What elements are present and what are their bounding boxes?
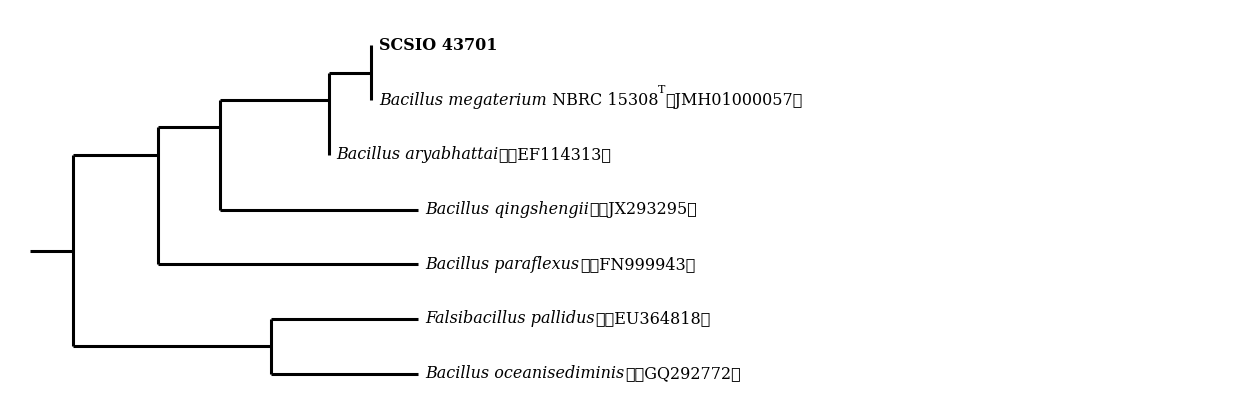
Text: Bacillus qingshengii: Bacillus qingshengii [426,201,590,218]
Text: （JMH01000057）: （JMH01000057） [665,91,803,109]
Text: Bacillus paraflexus: Bacillus paraflexus [426,256,580,273]
Text: （EF114313）: （EF114313） [499,146,612,163]
Text: Falsibacillus pallidus: Falsibacillus pallidus [426,310,595,328]
Text: Bacillus megaterium: Bacillus megaterium [379,91,546,109]
Text: （FN999943）: （FN999943） [580,256,695,273]
Text: （EU364818）: （EU364818） [595,310,711,328]
Text: T: T [658,85,665,95]
Text: SCSIO 43701: SCSIO 43701 [379,37,498,54]
Text: Bacillus aryabhattai: Bacillus aryabhattai [337,146,499,163]
Text: NBRC 15308: NBRC 15308 [546,91,658,109]
Text: Bacillus oceanisediminis: Bacillus oceanisediminis [426,365,624,382]
Text: （GQ292772）: （GQ292772） [624,365,741,382]
Text: （JX293295）: （JX293295） [590,201,698,218]
